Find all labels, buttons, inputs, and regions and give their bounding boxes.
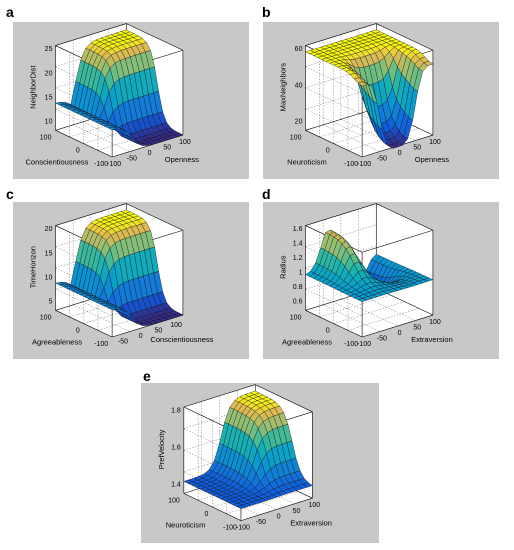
x-tick-label: 100 <box>429 139 441 146</box>
y-tick-label: 100 <box>40 314 52 321</box>
y-tick-label: 100 <box>168 497 180 504</box>
chart-panel-a: 10 15 20 25 -100 -50 0 50 100 -100 0 100 Openness Con… <box>13 22 249 179</box>
surface-mesh <box>183 390 313 509</box>
y-tick-label: 0 <box>204 511 208 518</box>
surface-mesh <box>54 29 184 146</box>
panel-letter-c: c <box>6 186 14 202</box>
x-tick-label: -100 <box>357 341 371 348</box>
z-axis-label: TimeHorizon <box>28 246 37 288</box>
chart-panel-b: 20 40 60 -100 -50 0 50 100 -100 0 100 Openness Neuro… <box>263 22 499 179</box>
y-tick-label: 0 <box>76 148 80 155</box>
y-axis-label: Conscientiousness <box>25 157 88 166</box>
x-tick-label: -100 <box>236 525 250 532</box>
x-tick-label: 100 <box>170 322 182 329</box>
surface-plot: 20 40 60 -100 -50 0 50 100 -100 0 100 Openness Neuro… <box>278 23 449 168</box>
surface-mesh <box>305 229 434 302</box>
x-tick-label: 50 <box>163 145 171 152</box>
surface-patch <box>423 277 434 282</box>
y-axis-label: Neuroticism <box>166 521 206 530</box>
z-axis-label: NeighborDist <box>28 65 37 109</box>
x-tick-label: 100 <box>309 502 321 509</box>
x-tick-label: 50 <box>413 325 421 332</box>
y-tick-label: 100 <box>290 314 302 321</box>
surface-plot: 10 15 20 25 -100 -50 0 50 100 -100 0 100 Openness Con… <box>25 23 199 168</box>
z-tick-label: 25 <box>45 46 53 53</box>
z-tick-label: 1.4 <box>171 481 181 488</box>
x-tick-label: -50 <box>127 156 137 163</box>
z-tick-label: 1.8 <box>171 408 181 415</box>
x-tick-label: 100 <box>429 319 441 326</box>
x-tick-label: 50 <box>293 508 301 515</box>
x-axis-label: Openness <box>415 155 449 164</box>
y-tick-label: 100 <box>40 134 52 141</box>
chart-panel-d: 0.6 0.8 1 1.2 1.4 1.6 -100 -50 0 50 100 -100 0 100 Ext… <box>263 202 499 359</box>
y-axis-label: Neuroticism <box>287 157 327 166</box>
z-tick-label: 20 <box>45 70 53 77</box>
x-tick-label: 50 <box>413 145 421 152</box>
x-axis-label: Conscientiousness <box>150 335 213 344</box>
surface-mesh <box>305 29 434 149</box>
z-tick-label: 10 <box>45 274 53 281</box>
x-tick-label: -100 <box>107 161 121 168</box>
z-tick-label: 10 <box>45 118 53 125</box>
x-tick-label: 0 <box>398 150 402 157</box>
x-tick-label: 0 <box>139 333 143 340</box>
y-tick-label: 0 <box>326 328 330 335</box>
surface-patch <box>173 312 184 317</box>
x-tick-label: -100 <box>357 161 371 168</box>
z-tick-label: 15 <box>45 250 53 257</box>
x-tick-label: 100 <box>179 139 191 146</box>
chart-panel-c: 5 10 15 20 -50 0 50 100 -100 0 100 Conscientiousnes… <box>13 202 249 359</box>
panel-letter-e: e <box>143 368 151 384</box>
x-axis-label: Openness <box>165 155 199 164</box>
z-tick-label: 1.2 <box>293 255 303 262</box>
z-tick-label: 1.6 <box>171 445 181 452</box>
z-tick-label: 0.8 <box>293 284 303 291</box>
z-tick-label: 60 <box>295 46 303 53</box>
chart-panel-e: 1.4 1.6 1.8 -100 -50 0 50 100 -100 0 100 Extraversi… <box>141 383 379 543</box>
z-tick-label: 1 <box>299 270 303 277</box>
z-tick-label: 20 <box>45 226 53 233</box>
z-axis-label: Radius <box>278 255 287 279</box>
z-tick-label: 0.6 <box>293 298 303 305</box>
y-tick-label: 0 <box>76 328 80 335</box>
y-axis-label: Agreeableness <box>32 337 82 346</box>
x-axis-label: Extraversion <box>290 518 332 527</box>
surface-plot: 5 10 15 20 -50 0 50 100 -100 0 100 Conscientiousnes… <box>28 203 214 348</box>
surface-patch <box>302 482 313 488</box>
x-tick-label: 0 <box>398 330 402 337</box>
panel-letter-d: d <box>262 186 271 202</box>
z-tick-label: 5 <box>49 298 53 305</box>
z-axis-label: MaxNeighbors <box>278 63 287 112</box>
surface-plot: 0.6 0.8 1 1.2 1.4 1.6 -100 -50 0 50 100 -100 0 100 Ext… <box>278 203 453 348</box>
z-tick-label: 40 <box>295 82 303 89</box>
surface-patch <box>423 60 434 66</box>
y-tick-label: -100 <box>344 161 358 168</box>
z-axis-label: PrefVelocity <box>157 429 166 469</box>
z-tick-label: 20 <box>295 118 303 125</box>
z-tick-label: 1.4 <box>293 241 303 248</box>
x-tick-label: -50 <box>256 519 266 526</box>
z-tick-label: 1.6 <box>293 226 303 233</box>
x-axis-label: Extraversion <box>411 335 453 344</box>
x-tick-label: 0 <box>277 513 281 520</box>
surface-mesh <box>54 209 184 326</box>
y-axis-label: Agreeableness <box>282 337 332 346</box>
y-tick-label: -100 <box>223 525 237 532</box>
y-tick-label: 0 <box>326 148 330 155</box>
y-tick-label: -100 <box>94 341 108 348</box>
panel-letter-b: b <box>262 4 271 20</box>
panel-letter-a: a <box>6 4 14 20</box>
z-tick-label: 15 <box>45 94 53 101</box>
surface-plot: 1.4 1.6 1.8 -100 -50 0 50 100 -100 0 100 Extraversi… <box>157 384 332 532</box>
surface-patch <box>173 132 184 137</box>
x-tick-label: -50 <box>377 156 387 163</box>
x-tick-label: 50 <box>154 327 162 334</box>
y-tick-label: -100 <box>344 341 358 348</box>
x-tick-label: -50 <box>377 336 387 343</box>
x-tick-label: 0 <box>148 150 152 157</box>
y-tick-label: 100 <box>290 134 302 141</box>
y-tick-label: -100 <box>94 161 108 168</box>
x-tick-label: -50 <box>118 338 128 345</box>
